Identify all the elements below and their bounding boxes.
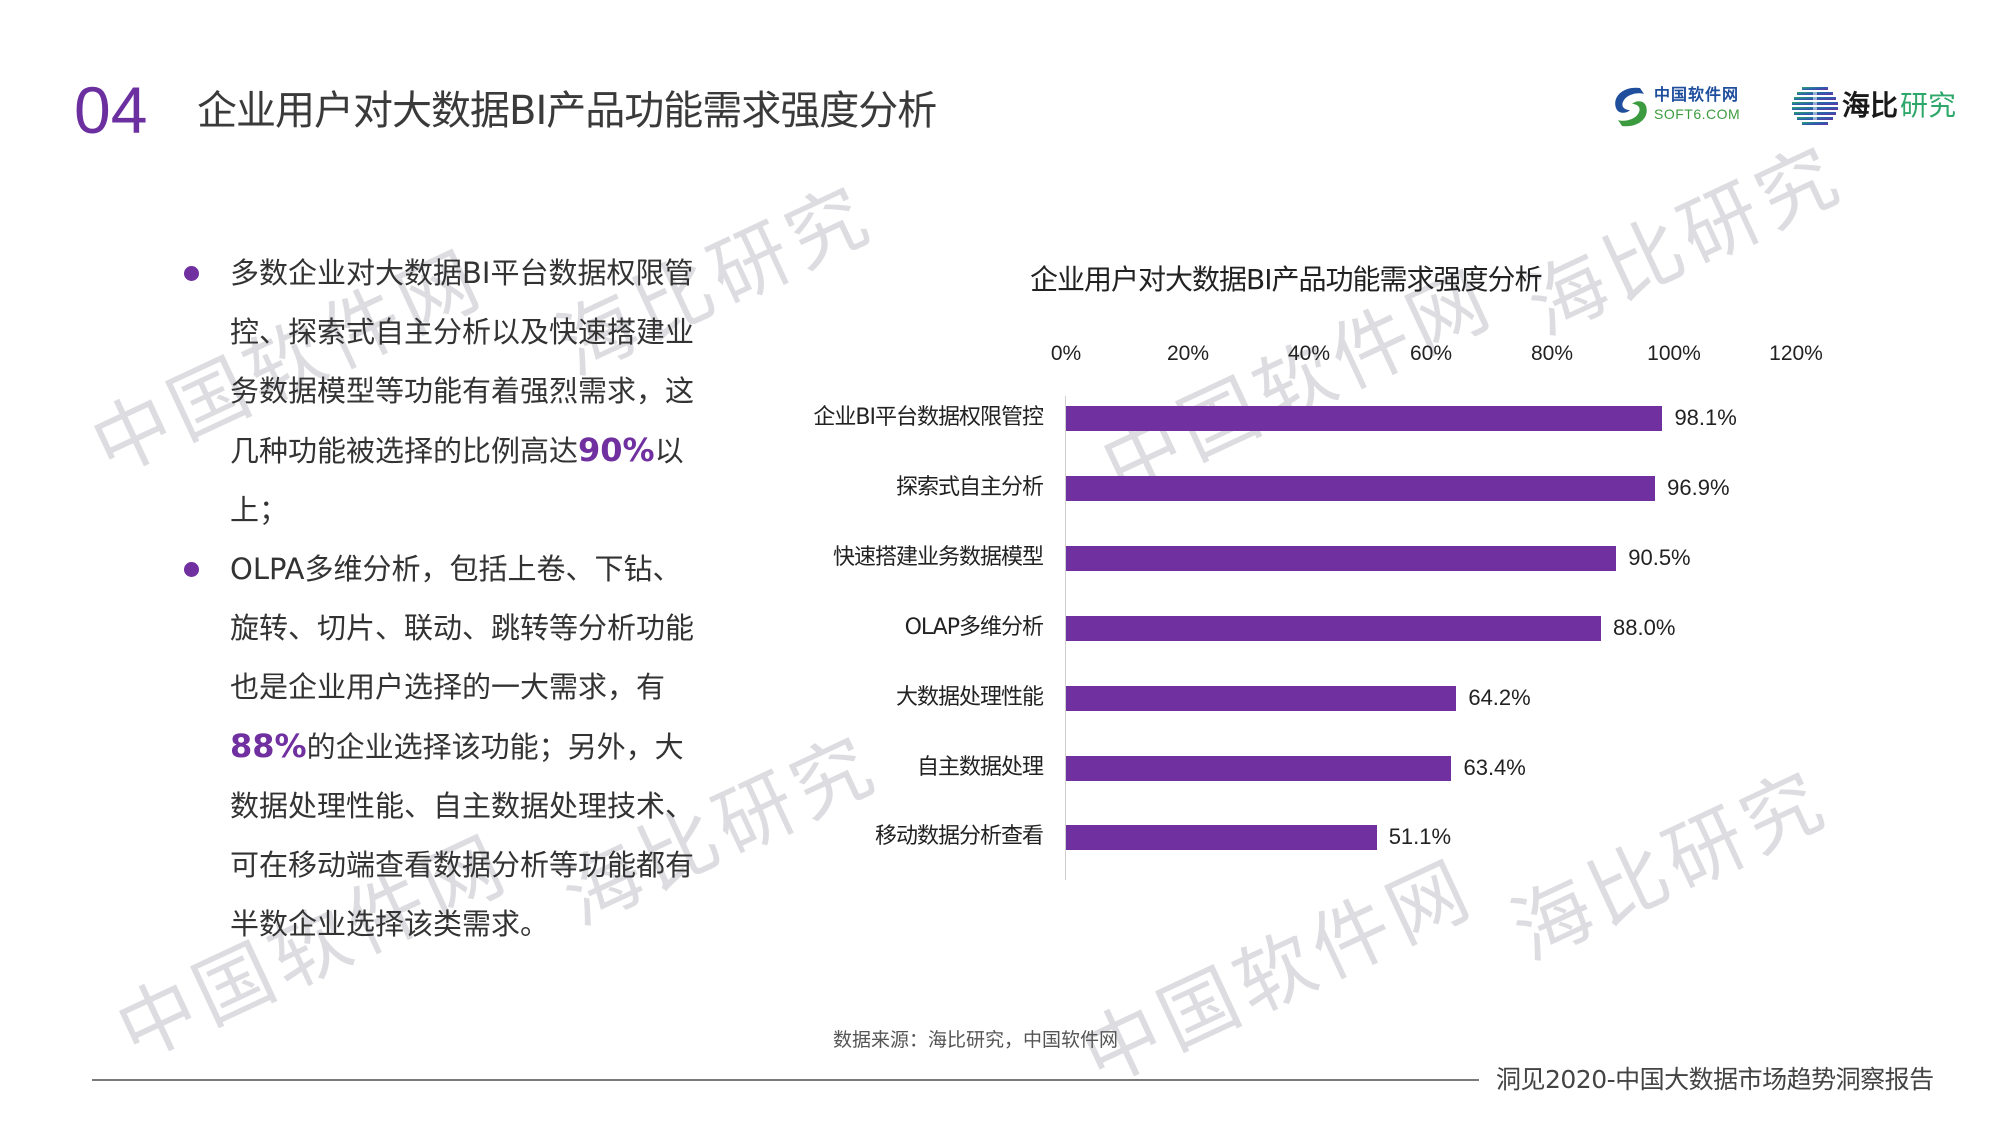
value-label: 88.0% bbox=[1613, 615, 1676, 640]
bar bbox=[1066, 406, 1663, 431]
bar bbox=[1066, 686, 1457, 711]
bullet-text: 多数企业对大数据BI平台数据权限管控、探索式自主分析以及快速搭建业务数据模型等功… bbox=[230, 256, 695, 468]
value-label: 90.5% bbox=[1628, 545, 1691, 570]
value-label: 96.9% bbox=[1667, 475, 1730, 500]
x-tick: 100% bbox=[1647, 342, 1701, 365]
section-number: 04 bbox=[74, 73, 148, 147]
bar bbox=[1066, 756, 1452, 781]
soft6-emblem-icon bbox=[1615, 87, 1647, 127]
soft6-logo: 中国软件网 SOFT6.COM bbox=[1610, 84, 1760, 130]
y-axis-line bbox=[1065, 396, 1066, 880]
value-label: 51.1% bbox=[1388, 824, 1452, 849]
bullet-item: 多数企业对大数据BI平台数据权限管控、探索式自主分析以及快速搭建业务数据模型等功… bbox=[180, 244, 700, 540]
x-tick: 120% bbox=[1769, 342, 1823, 365]
bar bbox=[1066, 616, 1602, 641]
value-label: 98.1% bbox=[1674, 405, 1737, 430]
soft6-logo-name: 中国软件网 bbox=[1654, 85, 1740, 104]
x-tick: 20% bbox=[1166, 342, 1210, 365]
bar bbox=[1066, 546, 1617, 571]
watermark: 中国软件网 bbox=[1068, 844, 1488, 1104]
report-title-footer: 洞见2020-中国大数据市场趋势洞察报告 bbox=[1496, 1065, 1934, 1094]
page-title: 企业用户对大数据BI产品功能需求强度分析 bbox=[197, 88, 937, 134]
haibi-globe-icon bbox=[1792, 87, 1838, 125]
bullet-item: OLPA多维分析，包括上卷、下钻、旋转、切片、联动、跳转等分析功能也是企业用户选… bbox=[180, 540, 700, 954]
bullet-text: OLPA多维分析，包括上卷、下钻、旋转、切片、联动、跳转等分析功能也是企业用户选… bbox=[230, 552, 695, 704]
category-label: OLAP多维分析 bbox=[904, 615, 1044, 640]
x-tick: 40% bbox=[1287, 342, 1331, 365]
category-label: 企业BI平台数据权限管控 bbox=[813, 405, 1044, 430]
category-label: 自主数据处理 bbox=[916, 755, 1044, 780]
bullet-highlight: 90% bbox=[578, 431, 655, 469]
value-label: 63.4% bbox=[1463, 755, 1526, 780]
haibi-logo: 海比 研究 bbox=[1792, 86, 1982, 126]
watermark: 海比研究 bbox=[1498, 754, 1842, 979]
x-tick: 80% bbox=[1530, 342, 1574, 365]
bullet-highlight: 88% bbox=[230, 727, 307, 765]
bullet-text: 以上； bbox=[230, 434, 684, 527]
bullet-text: 的企业选择该功能；另外，大数据处理性能、自主数据处理技术、可在移动端查看数据分析… bbox=[230, 730, 695, 941]
soft6-logo-domain: SOFT6.COM bbox=[1654, 106, 1741, 122]
chart-title: 企业用户对大数据BI产品功能需求强度分析 bbox=[1030, 263, 1542, 296]
x-tick: 0% bbox=[1050, 342, 1082, 365]
category-label: 探索式自主分析 bbox=[895, 475, 1044, 500]
haibi-logo-name-part1: 海比 bbox=[1842, 89, 1899, 122]
value-label: 64.2% bbox=[1468, 685, 1531, 710]
data-source: 数据来源：海比研究，中国软件网 bbox=[833, 1029, 1119, 1051]
bar bbox=[1066, 476, 1656, 501]
category-label: 移动数据分析查看 bbox=[874, 824, 1044, 849]
bar bbox=[1066, 825, 1377, 850]
summary-bullets: 多数企业对大数据BI平台数据权限管控、探索式自主分析以及快速搭建业务数据模型等功… bbox=[180, 244, 700, 954]
haibi-logo-name-part2: 研究 bbox=[1900, 89, 1957, 122]
bullet-dot-icon bbox=[184, 266, 199, 281]
watermark: 海比研究 bbox=[1513, 129, 1857, 354]
category-label: 快速搭建业务数据模型 bbox=[832, 545, 1044, 570]
bullet-dot-icon bbox=[184, 562, 199, 577]
category-label: 大数据处理性能 bbox=[895, 685, 1044, 710]
x-tick: 60% bbox=[1409, 342, 1453, 365]
footer-divider bbox=[92, 1079, 1479, 1081]
